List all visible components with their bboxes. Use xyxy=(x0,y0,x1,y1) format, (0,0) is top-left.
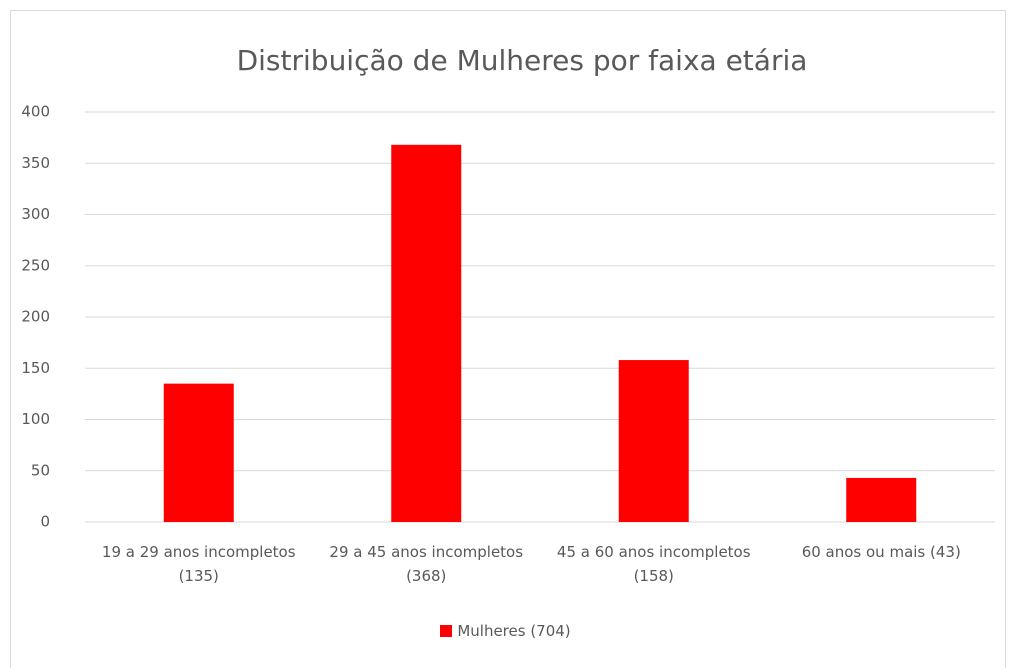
bar xyxy=(618,360,689,522)
y-tick-label: 50 xyxy=(31,461,50,479)
y-tick-label: 300 xyxy=(21,205,50,223)
y-tick-label: 150 xyxy=(21,359,50,377)
bar xyxy=(163,383,234,522)
x-tick-label: 19 a 29 anos incompletos (135) xyxy=(101,543,296,585)
bar xyxy=(391,144,462,523)
x-tick-label: 45 a 60 anos incompletos (158) xyxy=(556,543,751,585)
chart-border xyxy=(10,10,1006,668)
chart-title: Distribuição de Mulheres por faixa etári… xyxy=(237,44,808,77)
x-tick-label: 60 anos ou mais (43) xyxy=(801,543,961,561)
y-tick-label: 350 xyxy=(21,154,50,172)
y-tick-label: 250 xyxy=(21,256,50,274)
y-tick-label: 100 xyxy=(21,410,50,428)
y-tick-label: 0 xyxy=(40,513,50,531)
legend-label: Mulheres (704) xyxy=(457,622,571,640)
y-tick-label: 400 xyxy=(21,103,50,121)
y-tick-label: 200 xyxy=(21,308,50,326)
bar xyxy=(846,477,917,522)
legend: Mulheres (704) xyxy=(0,622,1011,640)
legend-swatch xyxy=(440,625,453,637)
x-tick-label: 29 a 45 anos incompletos (368) xyxy=(329,543,524,585)
